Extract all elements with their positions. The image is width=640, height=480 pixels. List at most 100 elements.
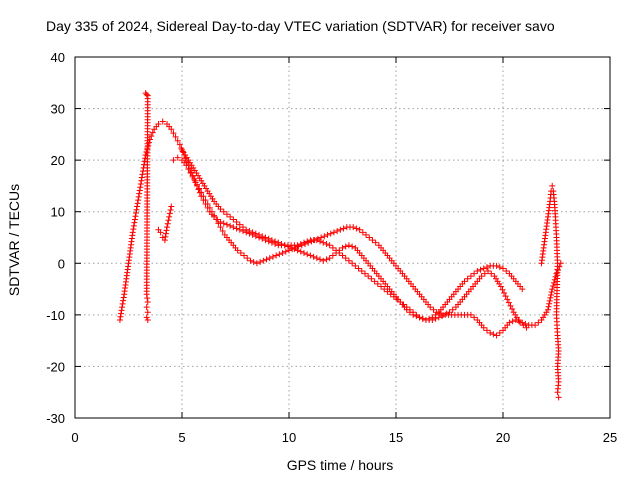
data-point-marker — [294, 247, 301, 254]
data-point-marker — [149, 129, 156, 136]
data-point-marker — [374, 280, 381, 287]
data-point-marker — [230, 224, 237, 231]
data-point-marker — [119, 300, 126, 307]
data-point-marker — [323, 256, 330, 263]
data-point-marker — [317, 256, 324, 263]
data-point-marker — [361, 270, 368, 277]
data-point-marker — [323, 240, 330, 247]
data-point-marker — [493, 262, 500, 269]
x-axis-label: GPS time / hours — [287, 457, 394, 473]
data-point-marker — [483, 327, 490, 334]
data-point-marker — [324, 231, 331, 238]
data-point-marker — [118, 310, 125, 317]
data-point-marker — [278, 240, 285, 247]
data-point-marker — [501, 289, 508, 296]
data-point-marker — [148, 133, 155, 140]
data-point-marker — [500, 265, 506, 272]
data-point-marker — [378, 283, 385, 290]
data-point-marker — [131, 219, 138, 226]
data-point-marker — [166, 213, 173, 220]
y-tick-label: 0 — [58, 256, 65, 271]
data-point-marker — [493, 332, 500, 339]
x-tick-label: 0 — [71, 430, 78, 445]
data-point-marker — [310, 253, 317, 260]
data-point-marker — [307, 252, 314, 259]
y-tick-label: 30 — [51, 102, 65, 117]
data-point-marker — [250, 258, 257, 265]
data-point-marker — [368, 275, 375, 282]
data-point-marker — [363, 231, 370, 238]
data-point-marker — [467, 311, 474, 318]
data-point-marker — [119, 304, 126, 311]
data-point-marker — [118, 307, 125, 314]
data-point-marker — [311, 237, 318, 244]
data-point-marker — [247, 257, 254, 264]
data-point-marker — [134, 200, 141, 207]
data-point-marker — [217, 224, 224, 231]
data-point-marker — [369, 237, 376, 244]
data-point-marker — [132, 210, 139, 217]
data-point-marker — [480, 324, 487, 331]
data-point-marker — [279, 249, 286, 256]
data-point-marker — [345, 257, 352, 264]
data-point-marker — [208, 208, 215, 215]
data-point-marker — [321, 233, 328, 240]
data-point-marker — [345, 242, 352, 249]
data-point-marker — [227, 222, 234, 229]
data-point-marker — [339, 244, 346, 251]
data-point-marker — [490, 331, 497, 338]
data-point-marker — [545, 303, 552, 310]
data-point-marker — [138, 174, 145, 181]
data-point-marker — [189, 173, 196, 180]
data-point-marker — [381, 286, 388, 293]
data-point-marker — [302, 240, 309, 247]
data-point-marker — [509, 318, 516, 325]
data-point-marker — [291, 246, 298, 253]
data-point-marker — [358, 268, 365, 275]
data-point-marker — [227, 213, 234, 220]
data-point-marker — [504, 296, 511, 303]
data-point-marker — [176, 141, 183, 148]
data-point-marker — [304, 251, 311, 258]
data-point-marker — [535, 319, 542, 326]
data-point-marker — [163, 227, 170, 234]
data-point-marker — [170, 130, 177, 137]
data-point-marker — [249, 229, 256, 236]
data-point-marker — [234, 247, 241, 254]
data-point-marker — [550, 279, 557, 286]
data-point-marker — [120, 297, 127, 304]
data-point-marker — [239, 224, 246, 231]
data-point-marker — [429, 314, 436, 321]
data-point-marker — [165, 217, 172, 224]
data-point-marker — [478, 273, 485, 280]
data-point-marker — [297, 248, 304, 255]
data-point-marker — [241, 252, 248, 259]
data-point-marker — [236, 221, 243, 228]
data-point-marker — [144, 295, 151, 302]
data-point-marker — [416, 314, 423, 321]
data-point-marker — [164, 220, 171, 227]
data-point-marker — [426, 315, 433, 322]
data-point-marker — [144, 317, 151, 324]
data-point-marker — [507, 302, 514, 309]
data-point-marker — [497, 283, 504, 290]
data-points — [116, 90, 564, 401]
data-point-marker — [288, 244, 295, 251]
data-point-marker — [314, 235, 321, 242]
data-point-marker — [137, 184, 144, 191]
data-point-marker — [143, 314, 150, 321]
data-point-marker — [523, 324, 530, 331]
data-point-marker — [320, 239, 327, 246]
data-point-marker — [164, 224, 171, 231]
data-point-marker — [352, 262, 359, 269]
data-point-marker — [155, 121, 162, 128]
data-point-marker — [129, 229, 136, 236]
data-point-marker — [136, 187, 143, 194]
data-point-marker — [233, 219, 240, 226]
data-point-marker — [461, 278, 468, 285]
data-point-marker — [272, 238, 279, 245]
data-point-marker — [284, 243, 291, 250]
data-point-marker — [138, 177, 145, 184]
data-point-marker — [509, 306, 516, 313]
